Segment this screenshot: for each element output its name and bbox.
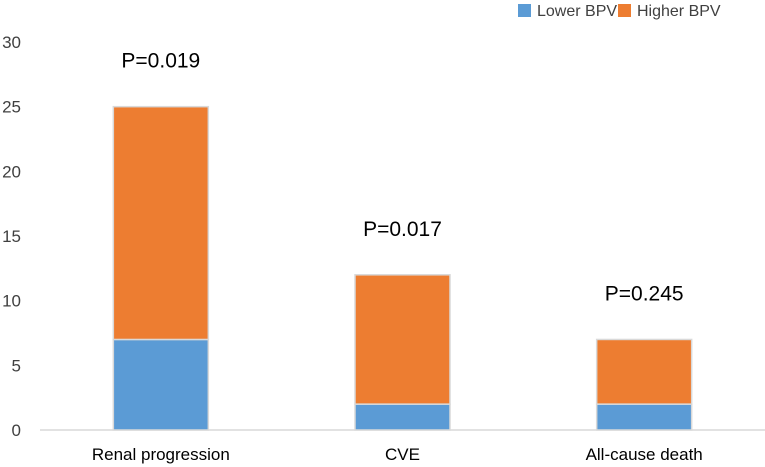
y-tick-label: 15 — [2, 227, 21, 246]
bar-higher-bpv-3 — [595, 338, 693, 405]
bars — [112, 105, 693, 431]
y-tick-label: 10 — [2, 292, 21, 311]
legend-label: Higher BPV — [637, 3, 721, 20]
legend-label: Lower BPV — [537, 3, 617, 20]
legend-swatch — [618, 4, 631, 17]
x-category-label: All-cause death — [586, 445, 703, 464]
bar-lower-bpv-2 — [354, 403, 451, 431]
legend: Lower BPV Higher BPV — [518, 3, 721, 20]
bar-higher-bpv-1 — [112, 105, 210, 341]
x-category-label: Renal progression — [92, 445, 230, 464]
x-axis-categories: Renal progression CVE All-cause death — [92, 445, 703, 464]
y-tick-label: 30 — [2, 33, 21, 52]
p-value-annotations: P=0.019 P=0.017 P=0.245 — [121, 50, 683, 306]
bar-higher-bpv-2 — [354, 274, 451, 405]
y-tick-label: 20 — [2, 162, 21, 181]
p-value-label: P=0.017 — [363, 218, 442, 241]
y-tick-label: 25 — [2, 98, 21, 117]
legend-swatch — [518, 4, 531, 17]
p-value-label: P=0.019 — [121, 50, 200, 73]
x-category-label: CVE — [385, 445, 420, 464]
y-tick-label: 0 — [12, 421, 21, 440]
y-tick-label: 5 — [12, 356, 21, 375]
p-value-label: P=0.245 — [605, 282, 684, 305]
y-axis-ticks: 0 5 10 15 20 25 30 — [2, 33, 21, 440]
bar-lower-bpv-1 — [112, 338, 210, 431]
bar-lower-bpv-3 — [595, 403, 693, 431]
